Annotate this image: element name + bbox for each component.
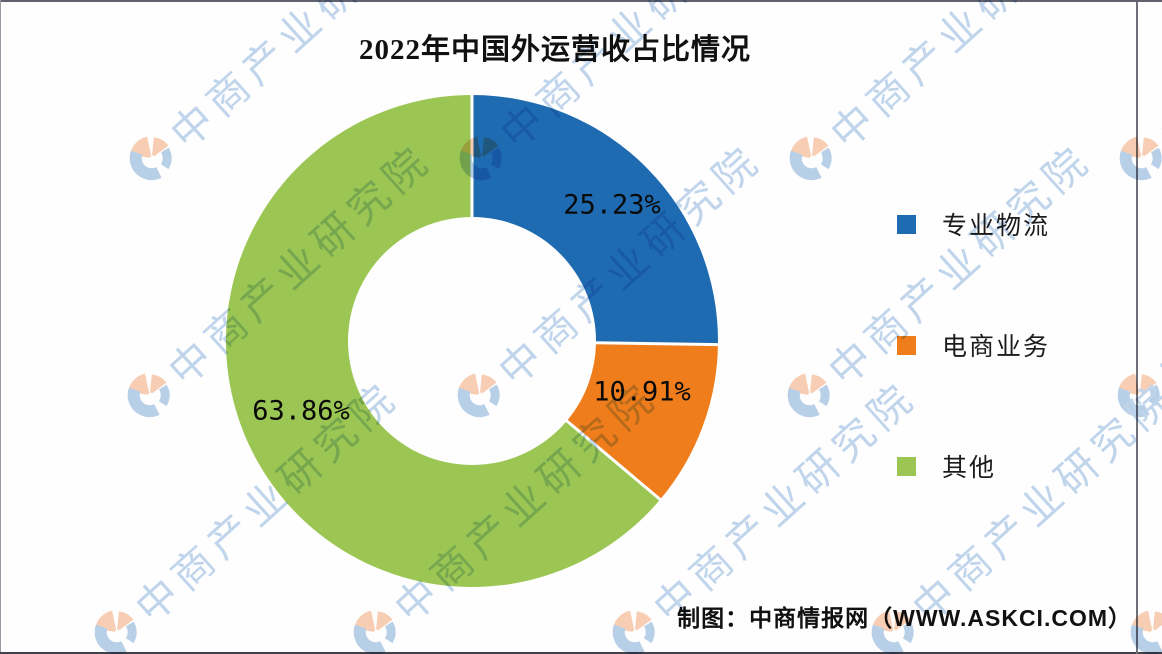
legend-item-other: 其他 <box>897 448 1050 484</box>
slice-separator <box>565 419 662 502</box>
donut-slice-电商业务 <box>566 342 718 500</box>
legend-item-ecommerce: 电商业务 <box>897 327 1050 363</box>
credit-text: 制图：中商情报网（WWW.ASKCI.COM） <box>677 605 1132 631</box>
slice-separator <box>594 341 719 347</box>
slice-label-other: 63.86% <box>252 395 350 427</box>
legend: 专业物流 电商业务 其他 <box>897 206 1050 484</box>
donut-slice-其他 <box>226 95 661 587</box>
legend-swatch-logistics <box>897 214 916 234</box>
chart-title: 2022年中国外运营收占比情况 <box>358 34 751 66</box>
donut-slice-专业物流 <box>472 95 718 345</box>
legend-swatch-other <box>897 456 916 476</box>
frame-border-bottom <box>0 652 1162 654</box>
frame-border-left <box>0 0 1 654</box>
frame-border-top <box>0 0 1162 2</box>
slice-label-ecommerce: 10.91% <box>593 376 691 408</box>
legend-label-other: 其他 <box>942 454 997 482</box>
legend-label-ecommerce: 电商业务 <box>942 333 1051 361</box>
legend-label-logistics: 专业物流 <box>942 212 1051 240</box>
slice-label-logistics: 25.23% <box>563 189 661 221</box>
legend-item-logistics: 专业物流 <box>897 206 1050 242</box>
legend-swatch-ecommerce <box>897 335 916 355</box>
frame-divider-right <box>1136 2 1138 654</box>
